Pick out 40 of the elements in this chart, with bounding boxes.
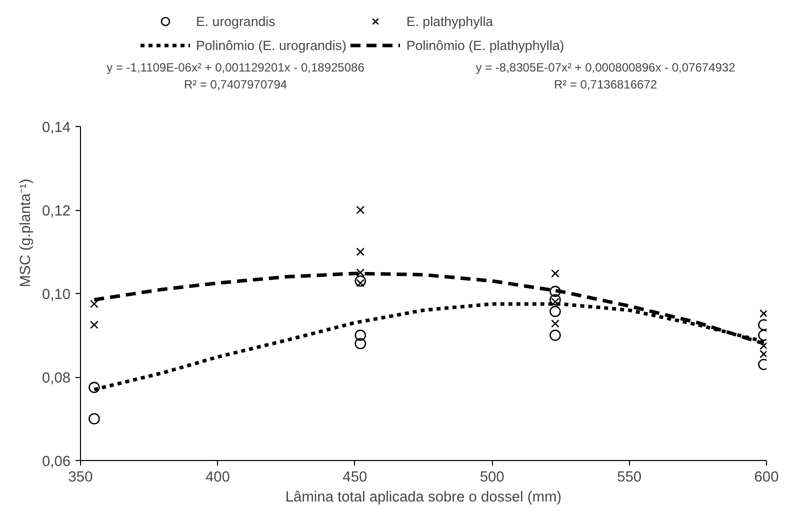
text: y = -8,8305E-07x² + 0,000800896x - 0,07674932 R² = 0,7136816672 <box>476 60 736 92</box>
x-tick-label: 400 <box>205 470 230 486</box>
x-tick-label: 500 <box>480 470 504 486</box>
point <box>356 206 365 214</box>
point <box>354 338 366 350</box>
point <box>356 268 365 277</box>
point <box>760 342 766 350</box>
point <box>550 286 561 298</box>
y-tick-label: 0,12 <box>42 204 71 220</box>
point <box>760 309 766 318</box>
y-tick-label: 0,08 <box>42 370 71 386</box>
point <box>356 278 365 288</box>
y-tick-label: 0,14 <box>42 120 71 136</box>
x-tick-label: 550 <box>617 470 642 486</box>
point <box>356 248 365 256</box>
point <box>551 319 560 328</box>
y-axis-title: MSC (g.planta⁻¹) <box>18 178 34 288</box>
legend-label: Polinômio (E. plathyphylla) <box>406 38 564 52</box>
x-tick-label: 350 <box>68 470 93 486</box>
y-tick-label: 0,06 <box>42 454 71 470</box>
x-axis-title: Lâmina total aplicada sobre o dossel (mm) <box>285 490 562 506</box>
point <box>88 413 100 424</box>
point <box>551 269 560 278</box>
point <box>550 306 561 318</box>
legend-label: E. urograndis <box>196 14 276 28</box>
x-tick-label: 450 <box>342 470 368 486</box>
legend-label: Polinômio (E. urograndis) <box>196 38 346 52</box>
point <box>550 330 561 341</box>
text: y = -1,1109E-06x² + 0,001129201x - 0,18925086 R² = 0,7407970794 <box>106 60 365 92</box>
point <box>760 350 766 358</box>
x-tick-label: 600 <box>754 470 779 486</box>
point <box>551 298 560 306</box>
legend-label: E. plathyphylla <box>406 14 494 28</box>
point <box>354 275 366 287</box>
point <box>550 294 561 306</box>
point <box>90 320 98 329</box>
y-tick-label: 0,10 <box>42 287 71 303</box>
point <box>90 300 98 308</box>
point <box>88 382 100 394</box>
point <box>354 330 366 341</box>
